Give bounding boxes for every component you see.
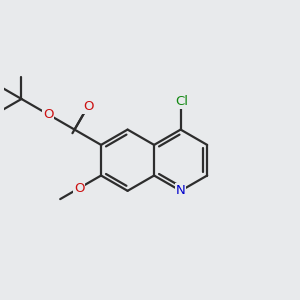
Text: Cl: Cl bbox=[176, 95, 189, 108]
Text: O: O bbox=[83, 100, 93, 113]
Text: O: O bbox=[43, 108, 53, 121]
Text: N: N bbox=[176, 184, 185, 197]
Text: O: O bbox=[74, 182, 85, 195]
